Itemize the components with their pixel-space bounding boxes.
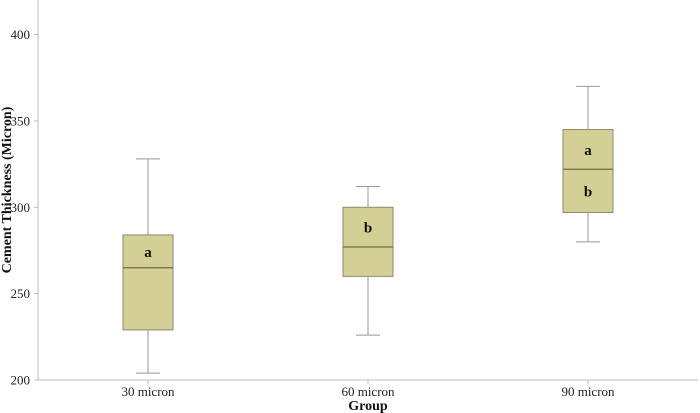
significance-letter: b: [364, 221, 372, 237]
significance-letter: b: [584, 184, 592, 200]
y-tick-label: 250: [11, 286, 31, 301]
significance-letter: a: [144, 245, 152, 261]
box-group: ab: [562, 85, 614, 243]
box-group: b: [342, 186, 394, 336]
y-tick-label: 350: [11, 113, 31, 128]
y-ticks: 200 250 300 350 400: [11, 27, 38, 388]
x-tick-label: 30 micron: [121, 384, 175, 399]
x-tick-label: 90 micron: [561, 384, 615, 399]
x-tick-label: 60 micron: [341, 384, 395, 399]
box-group: a: [122, 158, 174, 374]
x-ticks: 30 micron 60 micron 90 micron: [121, 380, 615, 399]
iqr-box: [562, 129, 614, 213]
x-axis-title: Group: [348, 399, 388, 413]
y-axis-title: Cement Thickness (Micron): [0, 106, 15, 273]
iqr-box: [342, 206, 394, 277]
y-tick-label: 200: [11, 373, 31, 388]
iqr-box: [122, 234, 174, 331]
significance-letter: a: [584, 143, 592, 159]
y-tick-label: 300: [11, 200, 31, 215]
y-tick-label: 400: [11, 27, 31, 42]
